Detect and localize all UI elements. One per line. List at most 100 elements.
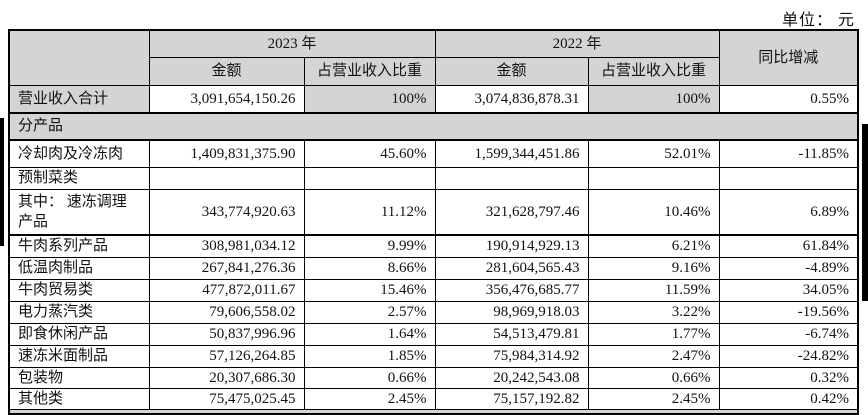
cell-share-2023: 15.46% [303,278,436,302]
cell-share-2022: 52.01% [587,139,720,168]
cell-amount-2023: 343,774,920.63 [148,188,305,236]
cell-share-2022 [587,166,720,190]
cell-amount-2022: 321,628,797.46 [434,188,589,236]
cell-share-2023: 2.45% [303,387,436,411]
table-row: 其他类 75,475,025.45 2.45% 75,157,192.82 2.… [8,387,859,411]
page-edge-strip-right [862,124,868,301]
unit-label: 单位： 元 [781,12,855,29]
header-year-2022: 2022 年 [434,29,720,58]
cell-yoy: -19.56% [718,300,859,324]
cell-amount-2023: 75,475,025.45 [148,387,305,411]
cell-share-2023: 11.12% [303,188,436,236]
row-label: 包装物 [8,366,150,389]
next-section-row-clipped [8,409,859,414]
cell-yoy: 0.32% [718,366,859,389]
cell-share-2022: 2.47% [587,344,720,368]
header-row-years: 2023 年 2022 年 同比增减 [8,29,859,86]
cell-yoy: 0.42% [718,387,859,411]
cell-yoy: -4.89% [718,256,859,280]
header-amount-2022: 金额 [434,56,589,86]
row-label: 电力蒸汽类 [8,300,150,324]
row-label: 速冻米面制品 [8,344,150,368]
header-share-2022: 占营业收入比重 [587,56,720,86]
cell-amount-2022: 75,157,192.82 [434,387,589,411]
cell-share-2022: 3.22% [587,300,720,324]
table-row: 牛肉贸易类 477,872,011.67 15.46% 356,476,685.… [8,278,859,302]
cell-share-2022: 0.66% [587,366,720,389]
cell-share-2023: 0.66% [303,366,436,389]
cell-share-2022: 9.16% [587,256,720,280]
cell-amount-2022: 3,074,836,878.31 [434,84,589,114]
row-label: 低温肉制品 [8,256,150,280]
cell-share-2022: 10.46% [587,188,720,236]
row-label: 预制菜类 [8,166,150,190]
cell-yoy: -24.82% [718,344,859,368]
page-edge-strip-left [0,118,4,246]
clipped-section-cell [8,409,859,414]
cell-share-2023: 8.66% [303,256,436,280]
row-label: 牛肉贸易类 [8,278,150,302]
cell-share-2022: 11.59% [587,278,720,302]
cell-share-2022: 2.45% [587,387,720,411]
cell-amount-2023: 3,091,654,150.26 [148,84,305,114]
cell-amount-2023: 267,841,276.36 [148,256,305,280]
cell-share-2022: 100% [587,84,720,114]
cell-share-2023 [303,166,436,190]
cell-share-2023: 45.60% [303,139,436,168]
table-row: 电力蒸汽类 79,606,558.02 2.57% 98,969,918.03 … [8,300,859,324]
revenue-breakdown-table: 2023 年 2022 年 同比增减 金额 占营业收入比重 金额 占营业收入比重… [8,29,860,415]
cell-share-2022: 6.21% [587,234,720,258]
row-label: 营业收入合计 [8,84,150,114]
cell-amount-2022: 54,513,479.81 [434,322,589,346]
table-row: 低温肉制品 267,841,276.36 8.66% 281,604,565.4… [8,256,859,280]
table-row: 牛肉系列产品 308,981,034.12 9.99% 190,914,929.… [8,234,859,258]
cell-amount-2023: 1,409,831,375.90 [148,139,305,168]
cell-share-2023: 1.85% [303,344,436,368]
cell-yoy: 61.84% [718,234,859,258]
cell-amount-2023: 308,981,034.12 [148,234,305,258]
cell-amount-2022: 75,984,314.92 [434,344,589,368]
cell-amount-2022 [434,166,589,190]
cell-yoy: 0.55% [718,84,859,114]
cell-share-2022: 1.77% [587,322,720,346]
section-row-by-product: 分产品 [8,112,859,141]
cell-yoy: 34.05% [718,278,859,302]
cell-amount-2022: 98,969,918.03 [434,300,589,324]
cell-amount-2022: 356,476,685.77 [434,278,589,302]
cell-amount-2023: 79,606,558.02 [148,300,305,324]
cell-share-2023: 2.57% [303,300,436,324]
cell-amount-2023: 57,126,264.85 [148,344,305,368]
cell-amount-2023 [148,166,305,190]
cell-amount-2022: 190,914,929.13 [434,234,589,258]
row-label: 牛肉系列产品 [8,234,150,258]
cell-yoy: 6.89% [718,188,859,236]
table-row: 预制菜类 [8,166,859,190]
table-row: 即食休闲产品 50,837,996.96 1.64% 54,513,479.81… [8,322,859,346]
header-year-2023: 2023 年 [148,29,436,58]
cell-amount-2022: 281,604,565.43 [434,256,589,280]
header-amount-2023: 金额 [148,56,305,86]
cell-yoy [718,166,859,190]
cell-share-2023: 1.64% [303,322,436,346]
row-label: 冷却肉及冷冻肉 [8,139,150,168]
cell-yoy: -11.85% [718,139,859,168]
header-yoy-change: 同比增减 [718,29,859,86]
cell-share-2023: 9.99% [303,234,436,258]
header-corner-cell [8,29,150,86]
table-row: 冷却肉及冷冻肉 1,409,831,375.90 45.60% 1,599,34… [8,139,859,168]
cell-share-2023: 100% [303,84,436,114]
cell-amount-2023: 20,307,686.30 [148,366,305,389]
row-label: 其中： 速冻调理产品 [8,188,150,236]
row-label: 即食休闲产品 [8,322,150,346]
row-label: 其他类 [8,387,150,411]
cell-yoy: -6.74% [718,322,859,346]
cell-amount-2022: 1,599,344,451.86 [434,139,589,168]
header-row-metrics: 金额 占营业收入比重 金额 占营业收入比重 [9,56,858,86]
header-share-2023: 占营业收入比重 [303,56,436,86]
section-label: 分产品 [8,112,859,141]
table-row: 包装物 20,307,686.30 0.66% 20,242,543.08 0.… [8,366,859,389]
table-row: 其中： 速冻调理产品 343,774,920.63 11.12% 321,628… [8,188,859,236]
cell-amount-2023: 50,837,996.96 [148,322,305,346]
cell-amount-2023: 477,872,011.67 [148,278,305,302]
table-row-total: 营业收入合计 3,091,654,150.26 100% 3,074,836,8… [8,84,859,114]
